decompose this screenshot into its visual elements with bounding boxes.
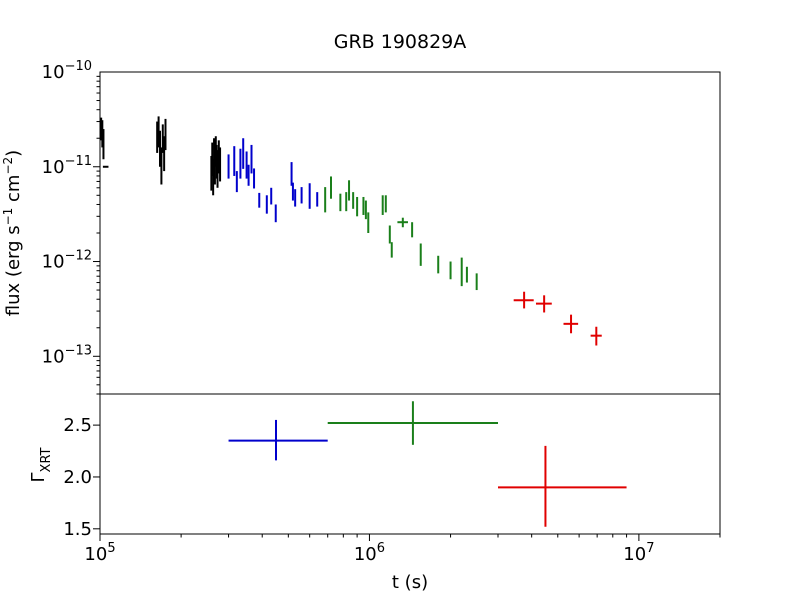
flux-tick-label: 10−11 xyxy=(42,154,92,178)
chart-title: GRB 190829A xyxy=(334,31,467,53)
photon-index-point xyxy=(327,401,499,445)
flux-tick-label: 10−13 xyxy=(42,343,92,367)
photon-index-axis-label: ΓXRT xyxy=(28,447,54,482)
photon-index-tick-label: 1.5 xyxy=(63,519,92,540)
time-tick-label: 106 xyxy=(354,541,385,565)
photon-index-y-axis: 1.5 2.0 2.5 xyxy=(63,415,100,540)
flux-point xyxy=(535,295,552,313)
photon-index-data-marks xyxy=(228,401,627,527)
photon-index-point xyxy=(228,419,328,461)
time-x-axis: 105 106 107 xyxy=(84,534,721,565)
time-tick-label: 105 xyxy=(84,541,115,565)
photon-index-tick-label: 2.0 xyxy=(63,467,92,488)
flux-axis-label: flux (erg s−1 cm−2) xyxy=(1,150,24,316)
photon-index-panel: 1.5 2.0 2.5 105 106 107 ΓXRT t (s) xyxy=(28,393,721,593)
photon-index-point xyxy=(498,445,627,527)
flux-data-marks xyxy=(100,116,602,346)
flux-point xyxy=(513,291,534,309)
flux-y-axis: 10−13 10−12 10−11 10−10 xyxy=(42,59,100,395)
flux-point xyxy=(563,314,579,334)
flux-tick-label: 10−10 xyxy=(42,59,92,83)
flux-point xyxy=(397,217,408,228)
flux-panel-frame xyxy=(99,71,721,395)
time-tick-label: 107 xyxy=(623,541,654,565)
photon-index-tick-label: 2.5 xyxy=(63,415,92,436)
flux-point xyxy=(590,326,602,346)
photon-index-panel-frame xyxy=(99,393,721,535)
time-axis-label: t (s) xyxy=(392,572,428,593)
flux-tick-label: 10−12 xyxy=(42,249,92,273)
flux-panel: 10−13 10−12 10−11 10−10 flux (erg s−1 cm−2) xyxy=(1,59,721,395)
